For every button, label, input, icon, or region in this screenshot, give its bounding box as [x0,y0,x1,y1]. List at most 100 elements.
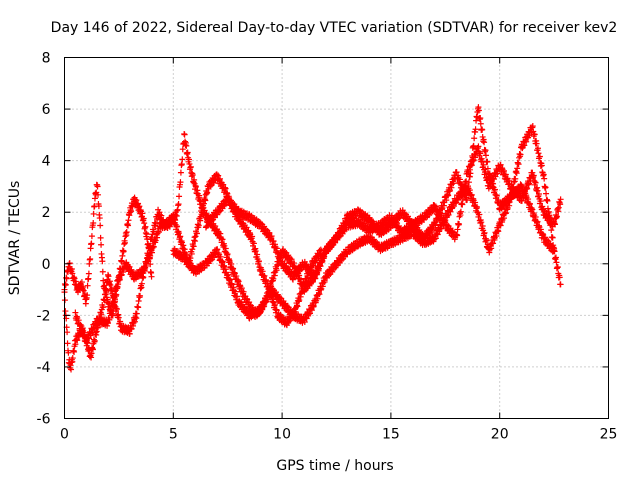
data-point [484,158,491,165]
data-point [482,152,489,159]
series-track-5 [202,143,564,283]
data-point [534,187,541,194]
data-point [219,258,226,265]
data-point [554,264,561,271]
data-point [192,183,199,190]
data-point [121,239,128,246]
data-point [502,171,509,178]
data-point [140,269,147,276]
y-tick-label: 0 [42,257,51,273]
data-point [125,263,132,270]
data-point [454,232,461,239]
data-point [222,185,229,192]
data-point [461,190,468,197]
chart-title: Day 146 of 2022, Sidereal Day-to-day VTE… [51,20,618,36]
data-point [147,252,154,259]
data-point [557,196,564,203]
data-point [80,287,87,294]
y-tick-label: -6 [37,412,51,428]
data-point [132,196,139,203]
data-point [232,288,239,295]
data-point [99,258,106,265]
data-point [543,190,550,197]
plot-frame [64,57,609,419]
data-point [91,337,98,344]
data-point [538,162,545,169]
data-point [126,330,133,337]
data-point [177,179,184,186]
data-point [459,196,466,203]
data-point [434,206,441,213]
data-point [96,215,103,222]
data-point [224,251,231,258]
data-point [136,203,143,210]
data-point [128,325,135,332]
data-point [463,178,470,185]
data-point [502,210,509,217]
x-tick-label: 25 [600,427,618,443]
data-point [536,153,543,160]
data-point [337,229,344,236]
data-point [479,158,486,165]
data-point [88,350,95,357]
data-point [88,233,95,240]
data-point [468,162,475,169]
data-point [473,204,480,211]
data-point [187,255,194,262]
data-point [537,198,544,205]
data-point [97,234,104,241]
data-point [483,237,490,244]
series-track-2 [61,171,325,373]
data-point [177,169,184,176]
data-point [550,242,557,249]
data-point [475,107,482,114]
data-point [105,320,112,327]
data-point [69,355,76,362]
data-point [234,293,241,300]
data-point [497,222,504,229]
data-point [321,278,328,285]
data-point [270,275,277,282]
data-point [179,156,186,163]
data-point [100,304,107,311]
data-point [125,222,132,229]
data-point [72,309,79,316]
data-point [64,340,71,347]
data-point [123,229,130,236]
data-point [285,318,292,325]
data-point [477,120,484,127]
data-point [135,298,142,305]
data-point [135,304,142,311]
data-point [101,297,108,304]
data-point [478,219,485,226]
data-point [475,143,482,150]
data-point [190,243,197,250]
data-point [78,279,85,286]
data-point [518,197,525,204]
data-point [139,210,146,217]
data-point [255,258,262,265]
data-point [552,221,559,228]
data-point [107,281,114,288]
data-point [261,272,268,279]
data-point [447,208,454,215]
data-point [120,248,127,255]
x-tick-label: 15 [382,427,400,443]
data-point [181,131,188,138]
data-point [106,316,113,323]
data-point [88,240,95,247]
data-point [544,197,551,204]
data-point [459,201,466,208]
data-point [556,274,563,281]
data-point [533,140,540,147]
data-point [65,349,72,356]
data-point [91,195,98,202]
data-point [71,348,78,355]
data-point [542,184,549,191]
data-point [553,259,560,266]
data-point [108,307,115,314]
data-point [308,307,315,314]
data-point [294,303,301,310]
data-point [445,192,452,199]
data-point [514,165,521,172]
